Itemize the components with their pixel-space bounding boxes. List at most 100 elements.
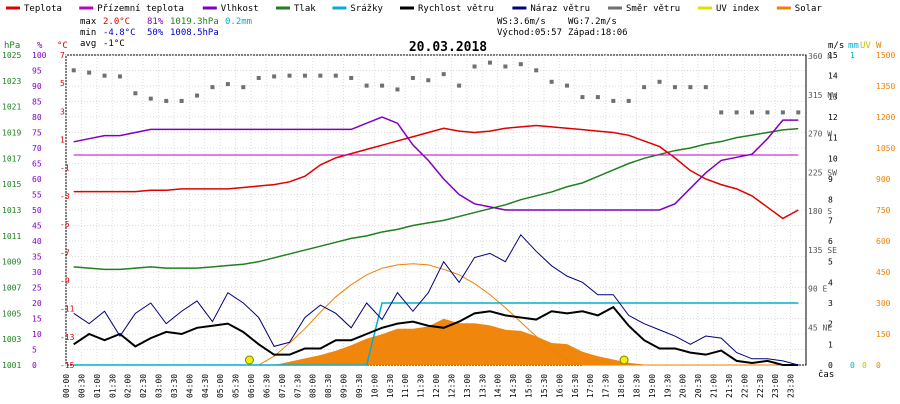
x-tick-label: 07:30 [293,374,302,398]
axes: 00:00 00:30 01:00 01:30 02:00 02:30 03:00 03:30… [2,51,895,398]
y-tick-ms: 7 [828,216,833,225]
wind-direction-point [688,85,693,90]
stat-sunrise: Východ:05:57 [497,28,562,38]
wind-direction-point [503,64,508,69]
x-tick-label: 13:00 [463,374,472,398]
y-tick-pct: 100 [32,51,47,60]
x-tick-label: 06:30 [262,374,271,398]
y-tick-hpa: 1019 [2,129,21,138]
wind-direction-point [426,78,431,83]
x-tick-label: 06:00 [247,374,256,398]
wind-direction-point [87,70,92,75]
y-tick-hpa: 1015 [2,180,21,189]
x-tick-label: 07:00 [278,374,287,398]
wind-direction-point [380,83,385,88]
wind-direction-point [148,96,153,101]
axis-unit-uv: UV [860,41,871,51]
wind-direction-point [580,95,585,100]
y-tick-uv: 0 [862,361,867,370]
legend-label: Přízemní teplota [97,4,184,14]
y-tick-pct: 75 [32,129,42,138]
y-tick-pct: 55 [32,191,42,200]
legend-label: UV index [716,4,760,14]
x-tick-label: 17:00 [586,374,595,398]
y-tick-dir: 270 W [808,130,832,139]
x-tick-label: 15:00 [525,374,534,398]
y-tick-dir: 135 SE [808,246,837,255]
y-tick-hpa: 1021 [2,103,21,112]
wind-direction-point [302,73,307,78]
y-tick-ms: 15 [828,51,838,60]
wind-direction-point [642,85,647,90]
wind-direction-point [703,85,708,90]
y-tick-pct: 30 [32,268,42,277]
x-tick-label: 00:30 [77,374,86,398]
precipitation-line [73,302,799,366]
x-tick-label: 03:30 [170,374,179,398]
y-tick-w: 600 [876,237,891,246]
y-tick-pct: 35 [32,253,42,262]
wind-direction-point [349,75,354,80]
sunrise-marker [244,355,254,365]
wind-direction-point [611,98,616,103]
y-tick-hpa: 1025 [2,51,21,60]
stat-wg: WG:7.2m/s [568,17,617,27]
y-tick-w: 300 [876,299,891,308]
x-tick-label: 15:30 [540,374,549,398]
x-tick-label: 10:30 [386,374,395,398]
temperature-line [73,124,799,220]
pressure-line [73,127,799,271]
y-tick-temp: -3 [60,192,70,201]
wind-direction-point [364,83,369,88]
y-tick-ms: 13 [828,92,838,101]
x-tick-label: 04:30 [201,374,210,398]
solar-area [73,318,799,365]
axis-unit-w: W [876,41,882,51]
wind-direction-point [256,75,261,80]
x-tick-label: 17:30 [602,374,611,398]
x-tick-label: 02:30 [139,374,148,398]
y-tick-dir: 315 NW [808,91,837,100]
wind-direction-point [549,79,554,84]
x-tick-label: 16:30 [571,374,580,398]
y-tick-ms: 2 [828,320,833,329]
y-tick-pct: 10 [32,330,42,339]
y-tick-hpa: 1007 [2,284,21,293]
x-tick-label: 08:00 [309,374,318,398]
grid [65,54,807,366]
wind-direction-point [565,83,570,88]
y-tick-w: 900 [876,175,891,184]
stat-min-temp: -4.8°C [103,28,136,38]
legend-label: Náraz větru [530,4,590,14]
wind-direction-point [534,68,539,73]
y-tick-hpa: 1023 [2,77,21,86]
wind-direction-point [518,62,523,67]
time-axis-label: čas [818,369,834,380]
y-tick-pct: 40 [32,237,42,246]
wind-gust-line [73,233,799,366]
y-tick-temp: -1 [60,164,70,173]
y-tick-w: 1200 [876,113,895,122]
y-tick-temp: -7 [60,248,70,257]
wind-direction-point [164,98,169,103]
y-tick-ms: 9 [828,175,833,184]
y-tick-pct: 95 [32,67,42,76]
y-tick-pct: 45 [32,222,42,231]
x-tick-label: 16:00 [555,374,564,398]
x-tick-label: 21:30 [725,374,734,398]
axis-unit-ms: m/s [828,41,844,51]
y-tick-pct: 25 [32,284,42,293]
x-tick-label: 14:00 [494,374,503,398]
y-tick-temp: -15 [60,361,75,370]
x-tick-label: 20:30 [694,374,703,398]
x-tick-label: 00:00 [62,374,71,398]
legend-label: Teplota [24,4,62,14]
y-tick-temp: 3 [60,107,65,116]
y-tick-temp: 5 [60,79,65,88]
stat-avg-temp: -1°C [103,39,125,49]
y-tick-mm: 1 [850,51,855,60]
y-tick-hpa: 1011 [2,232,21,241]
axis-unit-hpa: hPa [4,41,20,51]
x-tick-label: 02:00 [124,374,133,398]
x-tick-label: 08:30 [324,374,333,398]
